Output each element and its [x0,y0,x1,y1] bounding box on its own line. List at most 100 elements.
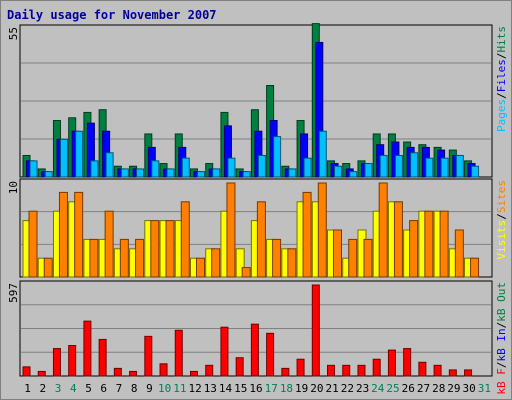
bar-kb-f-day-25 [387,349,396,377]
bar-pages-day-17 [273,136,282,178]
x-tick-label-22: 22 [341,382,354,395]
bar-sites-day-21 [333,229,343,278]
bar-kb-f-day-13 [205,364,214,377]
bar-kb-f-day-27 [418,361,427,377]
bar-pages-day-2 [44,171,53,178]
bar-pages-day-25 [394,154,403,178]
x-tick-label-5: 5 [85,382,92,395]
legend-separator: / [495,322,508,329]
bar-sites-day-7 [119,238,129,278]
bar-kb-f-day-29 [448,369,457,377]
series-sites [28,182,480,278]
x-tick-label-20: 20 [310,382,323,395]
x-tick-label-25: 25 [386,382,399,395]
bar-kb-f-day-20 [311,284,320,377]
bar-kb-f-day-21 [327,364,336,377]
bar-sites-day-15 [241,267,251,278]
bar-kb-f-day-2 [37,370,46,377]
bar-sites-day-14 [226,182,236,278]
bar-pages-day-30 [471,165,480,178]
bar-sites-day-5 [89,238,99,278]
bar-pages-day-27 [425,157,434,178]
series-visits [22,201,474,278]
x-tick-label-27: 27 [417,382,430,395]
y-max-label-hits-files-pages: 55 [7,27,20,40]
bar-sites-day-13 [211,248,221,278]
x-tick-label-14: 14 [219,382,233,395]
bar-kb-f-day-10 [159,363,168,377]
legend-item-kb-out: kB Out [495,282,508,322]
bar-sites-day-11 [180,201,190,278]
x-tick-label-13: 13 [204,382,217,395]
bar-kb-f-day-8 [129,370,138,377]
x-tick-label-19: 19 [295,382,308,395]
x-tick-label-9: 9 [146,382,153,395]
bar-sites-day-26 [409,220,419,278]
legend-visits-sites: Visits/Sites [495,180,508,260]
bar-kb-f-day-19 [296,358,305,377]
x-tick-label-23: 23 [356,382,369,395]
legend-item-hits: Hits [495,26,508,53]
bar-pages-day-23 [364,163,373,178]
bar-sites-day-24 [378,182,388,278]
bar-sites-day-9 [150,220,160,278]
x-tick-label-29: 29 [447,382,460,395]
bar-sites-day-12 [195,257,205,278]
legend-item-kb-in: kB In [495,328,508,361]
x-tick-label-2: 2 [40,382,47,395]
bar-sites-day-6 [104,210,114,278]
bar-kb-f-day-14 [220,326,229,377]
x-axis-labels: 1 2 3 4 5 6 7 8 9 10 11 12 13 14 15 16 17 18 19 20 21 22 23 24 2… [24,382,491,395]
bar-pages-day-18 [288,168,297,178]
bar-kb-f-day-5 [83,320,92,377]
bar-pages-day-12 [196,171,205,178]
bar-kb-f-day-30 [464,369,473,377]
legend-item-files: Files [495,59,508,92]
bar-pages-day-26 [410,152,419,178]
legend-separator: / [495,362,508,369]
bar-sites-day-25 [393,201,403,278]
bar-pages-day-19 [303,157,312,178]
legend-item-kb-f: kB F [495,368,508,395]
bar-pages-day-21 [334,165,343,178]
bar-kb-f-day-24 [372,358,381,377]
bar-kb-f-day-16 [250,323,259,377]
bar-kb-f-day-18 [281,367,290,377]
bar-pages-day-15 [242,171,251,178]
bar-kb-f-day-7 [113,367,122,377]
bar-sites-day-22 [348,238,358,278]
bar-kb-f-day-28 [433,364,442,377]
legend-item-sites: Sites [495,180,508,213]
x-tick-label-18: 18 [280,382,293,395]
bar-kb-f-day-17 [266,332,275,377]
x-tick-label-16: 16 [249,382,262,395]
bar-pages-day-24 [379,154,388,178]
legend-separator: / [495,92,508,99]
bar-sites-day-27 [424,210,434,278]
x-tick-label-26: 26 [402,382,415,395]
bar-pages-day-1 [29,160,38,178]
bar-kb-f-day-22 [342,364,351,377]
bar-sites-day-16 [256,201,266,278]
bar-kb-f-day-6 [98,338,107,377]
x-tick-label-24: 24 [371,382,385,395]
bar-sites-day-28 [439,210,449,278]
x-tick-label-8: 8 [131,382,138,395]
x-tick-label-1: 1 [24,382,31,395]
y-max-label-visits-sites: 10 [7,181,20,194]
bar-visits-day-15 [235,248,245,278]
bar-kb-f-day-9 [144,335,153,377]
x-tick-label-21: 21 [326,382,339,395]
bar-kb-f-day-3 [52,348,61,377]
bar-sites-day-17 [272,238,282,278]
bar-kb-f-day-4 [68,345,77,377]
bar-pages-day-16 [257,154,266,178]
x-tick-label-28: 28 [432,382,445,395]
bar-pages-day-28 [440,157,449,178]
bar-pages-day-7 [120,168,129,178]
bar-sites-day-23 [363,238,373,278]
bar-sites-day-29 [454,229,464,278]
bar-pages-day-3 [59,138,68,178]
